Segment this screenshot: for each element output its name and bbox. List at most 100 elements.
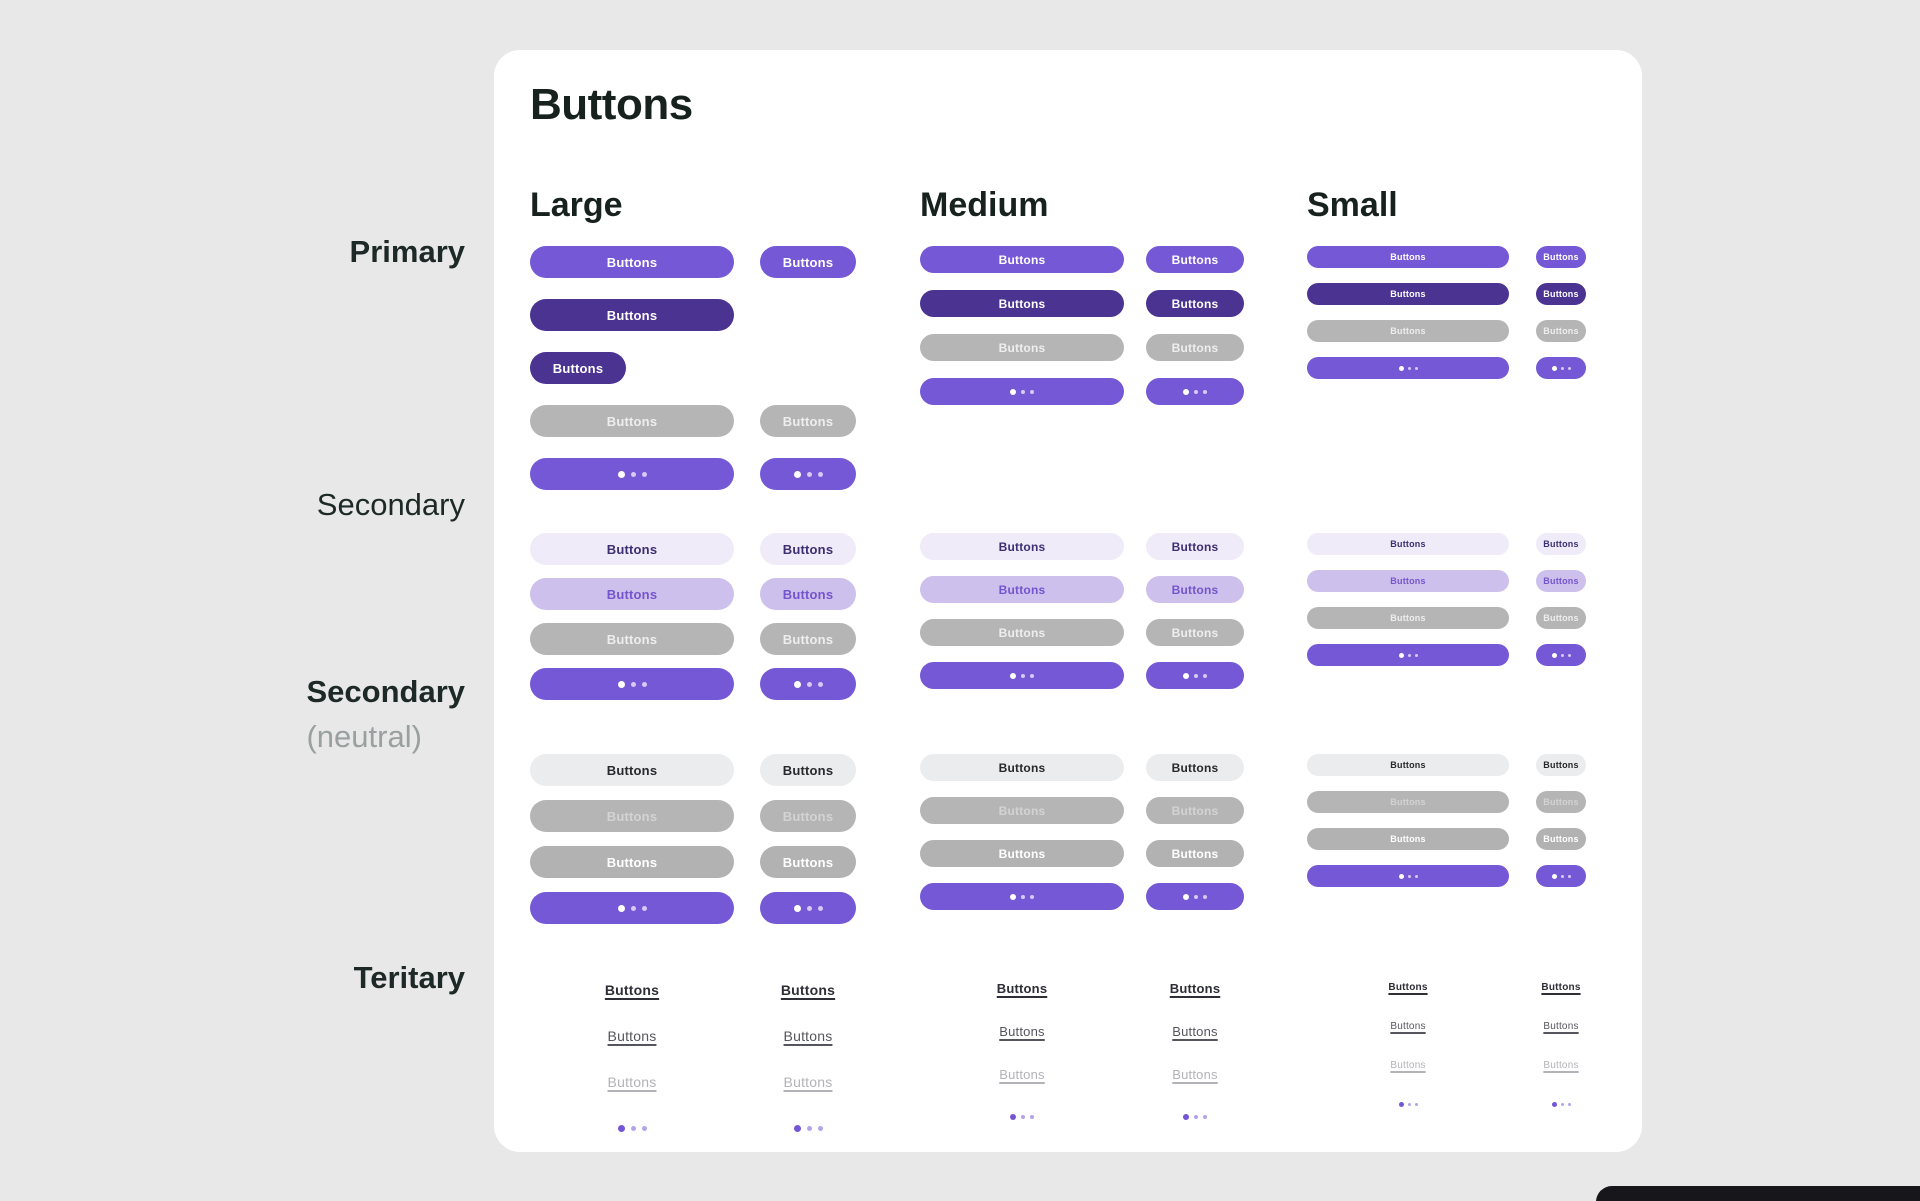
tertiary-large-narrow-tertiary-button[interactable]: Buttons <box>760 980 856 1000</box>
secondary_neutral-medium-narrow-loading-button[interactable] <box>1146 883 1244 910</box>
tertiary-medium-wide-tertiary-button[interactable]: Buttons <box>920 980 1124 996</box>
secondary-medium-wide-secondary_pressed-button[interactable]: Buttons <box>920 576 1124 603</box>
primary-large-wide-primary_active-button[interactable]: Buttons <box>530 299 734 331</box>
secondary_neutral-large-narrow-loading-button[interactable] <box>760 892 856 924</box>
secondary-medium-narrow-disabled-button[interactable]: Buttons <box>1146 619 1244 646</box>
primary-small-wide-primary_active-button[interactable]: Buttons <box>1307 283 1509 305</box>
primary-large-narrow-loading-button[interactable] <box>760 458 856 490</box>
secondary-medium-wide-secondary-button[interactable]: Buttons <box>920 533 1124 560</box>
secondary_neutral-medium-wide-neutral_hover-button[interactable]: Buttons <box>920 840 1124 867</box>
secondary_neutral-medium-narrow-neutral_disabled-button[interactable]: Buttons <box>1146 797 1244 824</box>
primary-large-narrow-disabled-button[interactable]: Buttons <box>760 405 856 437</box>
secondary_neutral-small-wide-neutral_hover-button[interactable]: Buttons <box>1307 828 1509 850</box>
secondary_neutral-medium-narrow-neutral_hover-button[interactable]: Buttons <box>1146 840 1244 867</box>
secondary_neutral-small-wide-neutral_disabled-button[interactable]: Buttons <box>1307 791 1509 813</box>
secondary_neutral-medium-wide-neutral-button[interactable]: Buttons <box>920 754 1124 781</box>
primary-small-wide-disabled-button[interactable]: Buttons <box>1307 320 1509 342</box>
button-label: Buttons <box>782 541 834 557</box>
secondary_neutral-large-narrow-neutral-button[interactable]: Buttons <box>760 754 856 786</box>
primary-large-wide-loading-button[interactable] <box>530 458 734 490</box>
primary-medium-narrow-loading-button[interactable] <box>1146 378 1244 405</box>
secondary-large-narrow-secondary_pressed-button[interactable]: Buttons <box>760 578 856 610</box>
tertiary-medium-wide-tertiary_loading-button[interactable] <box>920 1109 1124 1125</box>
primary-small-narrow-loading-button[interactable] <box>1536 357 1586 379</box>
secondary_neutral-small-narrow-neutral_disabled-button[interactable]: Buttons <box>1536 791 1586 813</box>
tertiary-large-narrow-tertiary_hover-button[interactable]: Buttons <box>760 1026 856 1046</box>
tertiary-small-wide-tertiary_hover-button[interactable]: Buttons <box>1307 1019 1509 1033</box>
tertiary-small-narrow-tertiary_loading-button[interactable] <box>1536 1097 1586 1111</box>
secondary_neutral-small-narrow-neutral-button[interactable]: Buttons <box>1536 754 1586 776</box>
secondary_neutral-small-narrow-neutral_hover-button[interactable]: Buttons <box>1536 828 1586 850</box>
secondary_neutral-large-wide-neutral_disabled-button[interactable]: Buttons <box>530 800 734 832</box>
tertiary-medium-wide-tertiary_hover-button[interactable]: Buttons <box>920 1023 1124 1039</box>
secondary_neutral-large-wide-neutral_hover-button[interactable]: Buttons <box>530 846 734 878</box>
secondary-medium-wide-loading-button[interactable] <box>920 662 1124 689</box>
tertiary-large-narrow-tertiary_loading-button[interactable] <box>760 1118 856 1138</box>
secondary-small-narrow-secondary-button[interactable]: Buttons <box>1536 533 1586 555</box>
primary-small-wide-loading-button[interactable] <box>1307 357 1509 379</box>
tertiary-small-narrow-tertiary_hover-button[interactable]: Buttons <box>1536 1019 1586 1033</box>
secondary-small-wide-secondary_pressed-button[interactable]: Buttons <box>1307 570 1509 592</box>
secondary-small-narrow-disabled-button[interactable]: Buttons <box>1536 607 1586 629</box>
loading-dot <box>617 470 625 478</box>
tertiary-small-wide-tertiary_disabled-button[interactable]: Buttons <box>1307 1058 1509 1072</box>
button-label: Buttons <box>1390 613 1426 623</box>
tertiary-small-wide-tertiary-button[interactable]: Buttons <box>1307 980 1509 994</box>
secondary-large-narrow-loading-button[interactable] <box>760 668 856 700</box>
primary-medium-wide-primary-button[interactable]: Buttons <box>920 246 1124 273</box>
tertiary-medium-narrow-tertiary_hover-button[interactable]: Buttons <box>1146 1023 1244 1039</box>
tertiary-medium-narrow-tertiary-button[interactable]: Buttons <box>1146 980 1244 996</box>
primary-large-compact-primary_active-button[interactable]: Buttons <box>530 352 626 384</box>
secondary-large-wide-secondary_pressed-button[interactable]: Buttons <box>530 578 734 610</box>
tertiary-medium-wide-tertiary_disabled-button[interactable]: Buttons <box>920 1066 1124 1082</box>
secondary-small-narrow-secondary_pressed-button[interactable]: Buttons <box>1536 570 1586 592</box>
tertiary-small-narrow-tertiary_disabled-button[interactable]: Buttons <box>1536 1058 1586 1072</box>
secondary-small-wide-loading-button[interactable] <box>1307 644 1509 666</box>
primary-medium-narrow-disabled-button[interactable]: Buttons <box>1146 334 1244 361</box>
secondary_neutral-small-narrow-loading-button[interactable] <box>1536 865 1586 887</box>
primary-medium-narrow-primary_active-button[interactable]: Buttons <box>1146 290 1244 317</box>
secondary_neutral-large-narrow-neutral_hover-button[interactable]: Buttons <box>760 846 856 878</box>
secondary-medium-narrow-secondary_pressed-button[interactable]: Buttons <box>1146 576 1244 603</box>
primary-small-narrow-primary_active-button[interactable]: Buttons <box>1536 283 1586 305</box>
tertiary-large-wide-tertiary_disabled-button[interactable]: Buttons <box>530 1072 734 1092</box>
secondary-medium-narrow-loading-button[interactable] <box>1146 662 1244 689</box>
tertiary-large-narrow-tertiary_disabled-button[interactable]: Buttons <box>760 1072 856 1092</box>
primary-small-narrow-disabled-button[interactable]: Buttons <box>1536 320 1586 342</box>
secondary_neutral-large-narrow-neutral_disabled-button[interactable]: Buttons <box>760 800 856 832</box>
secondary-large-narrow-disabled-button[interactable]: Buttons <box>760 623 856 655</box>
secondary-small-wide-disabled-button[interactable]: Buttons <box>1307 607 1509 629</box>
secondary_neutral-small-wide-neutral-button[interactable]: Buttons <box>1307 754 1509 776</box>
secondary_neutral-large-wide-neutral-button[interactable]: Buttons <box>530 754 734 786</box>
secondary-large-narrow-secondary-button[interactable]: Buttons <box>760 533 856 565</box>
primary-medium-wide-primary_active-button[interactable]: Buttons <box>920 290 1124 317</box>
primary-small-narrow-primary-button[interactable]: Buttons <box>1536 246 1586 268</box>
primary-large-narrow-primary-button[interactable]: Buttons <box>760 246 856 278</box>
tertiary-large-wide-tertiary-button[interactable]: Buttons <box>530 980 734 1000</box>
primary-medium-wide-loading-button[interactable] <box>920 378 1124 405</box>
tertiary-large-wide-tertiary_loading-button[interactable] <box>530 1118 734 1138</box>
secondary-small-narrow-loading-button[interactable] <box>1536 644 1586 666</box>
tertiary-large-wide-tertiary_hover-button[interactable]: Buttons <box>530 1026 734 1046</box>
secondary_neutral-medium-wide-loading-button[interactable] <box>920 883 1124 910</box>
secondary-large-wide-loading-button[interactable] <box>530 668 734 700</box>
secondary-large-wide-secondary-button[interactable]: Buttons <box>530 533 734 565</box>
secondary-medium-narrow-secondary-button[interactable]: Buttons <box>1146 533 1244 560</box>
tertiary-small-wide-tertiary_loading-button[interactable] <box>1307 1097 1509 1111</box>
secondary_neutral-medium-narrow-neutral-button[interactable]: Buttons <box>1146 754 1244 781</box>
primary-medium-wide-disabled-button[interactable]: Buttons <box>920 334 1124 361</box>
secondary_neutral-small-wide-loading-button[interactable] <box>1307 865 1509 887</box>
primary-large-wide-disabled-button[interactable]: Buttons <box>530 405 734 437</box>
secondary-large-wide-disabled-button[interactable]: Buttons <box>530 623 734 655</box>
tertiary-small-narrow-tertiary-button[interactable]: Buttons <box>1536 980 1586 994</box>
tertiary-medium-narrow-tertiary_loading-button[interactable] <box>1146 1109 1244 1125</box>
secondary-medium-wide-disabled-button[interactable]: Buttons <box>920 619 1124 646</box>
primary-medium-narrow-primary-button[interactable]: Buttons <box>1146 246 1244 273</box>
secondary_neutral-medium-wide-neutral_disabled-button[interactable]: Buttons <box>920 797 1124 824</box>
secondary_neutral-large-wide-loading-button[interactable] <box>530 892 734 924</box>
primary-small-wide-primary-button[interactable]: Buttons <box>1307 246 1509 268</box>
primary-large-wide-primary-button[interactable]: Buttons <box>530 246 734 278</box>
tertiary-medium-narrow-tertiary_disabled-button[interactable]: Buttons <box>1146 1066 1244 1082</box>
loading-dots <box>1010 672 1034 679</box>
secondary-small-wide-secondary-button[interactable]: Buttons <box>1307 533 1509 555</box>
